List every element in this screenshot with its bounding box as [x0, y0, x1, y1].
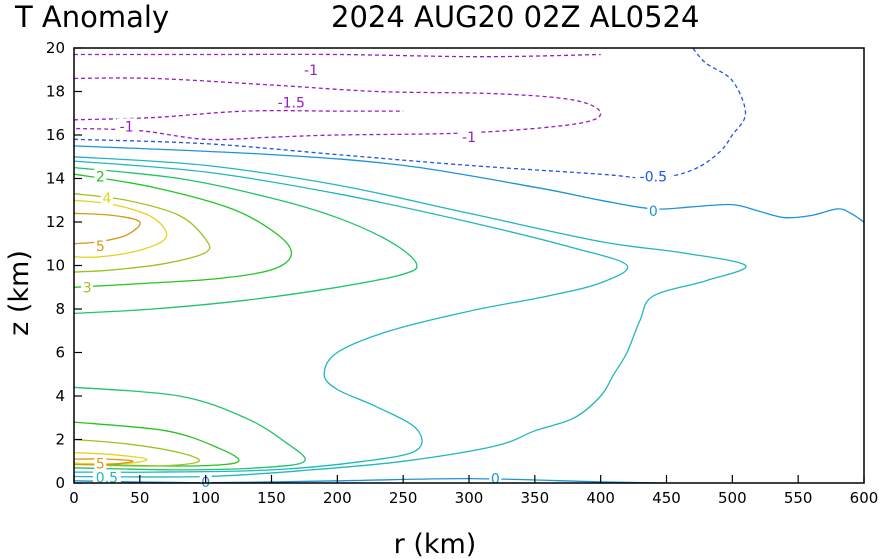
contour-line-4: [73, 199, 168, 258]
contour-label-background: [647, 203, 660, 219]
x-tick-label: 200: [323, 489, 352, 507]
x-tick-label: 250: [389, 489, 418, 507]
x-tick-label: 100: [191, 489, 220, 507]
contour-label-background: [94, 237, 107, 253]
contour-line-1: [73, 166, 418, 315]
x-tick-label: 50: [130, 489, 149, 507]
y-tick-label: 20: [46, 39, 65, 57]
contour-label-background: [459, 129, 479, 145]
contour-line-0.5: [73, 156, 747, 478]
x-tick-label: 350: [521, 489, 550, 507]
contour-line-0: [73, 145, 865, 223]
contour-label-background: [94, 168, 107, 184]
contour-label: 5: [96, 239, 105, 255]
x-tick-label: 550: [784, 489, 813, 507]
x-tick-label: 300: [455, 489, 484, 507]
x-axis-title: r (km): [394, 529, 477, 559]
title-left: T Anomaly: [14, 0, 169, 34]
y-tick-label: 8: [55, 300, 65, 318]
contour-label-background: [273, 94, 310, 110]
contour-label-background: [301, 61, 321, 77]
y-tick-label: 6: [55, 344, 65, 362]
y-tick-label: 16: [46, 126, 65, 144]
contour-label: 0: [491, 472, 500, 488]
x-tick-label: 600: [850, 489, 879, 507]
contour-label-background: [100, 190, 113, 206]
y-tick-label: 0: [55, 474, 65, 492]
contour-label: -1: [120, 119, 134, 135]
contour-label: -0.5: [640, 169, 667, 185]
x-tick-label: 400: [586, 489, 615, 507]
contour-line-4: [73, 451, 148, 465]
y-tick-label: 10: [46, 257, 65, 275]
contour-label: 3: [83, 280, 92, 296]
contour-line--1: [73, 77, 602, 141]
y-tick-label: 18: [46, 83, 65, 101]
contour-line-1: [73, 386, 306, 471]
contour-label-background: [116, 118, 137, 134]
contour-line-3: [73, 193, 211, 273]
y-tick-label: 12: [46, 213, 65, 231]
contour-line--1.5: [73, 109, 404, 121]
title-right: 2024 AUG20 02Z AL0524: [331, 0, 699, 34]
contour-label: -1: [304, 63, 318, 79]
contour-line-5: [73, 212, 141, 245]
y-tick-label: 4: [55, 387, 65, 405]
contour-line--0.5: [73, 47, 747, 180]
contour-label: 4: [102, 191, 111, 207]
x-tick-label: 500: [718, 489, 747, 507]
contour-label: 0: [649, 204, 658, 220]
contour-label-background: [635, 168, 672, 184]
x-tick-label: 450: [652, 489, 681, 507]
contour-lines: [73, 47, 865, 484]
y-axis-title: z (km): [4, 250, 35, 336]
x-tick-label: 150: [257, 489, 286, 507]
y-tick-label: 2: [55, 431, 65, 449]
contour-label: 2: [96, 169, 105, 185]
y-tick-label: 14: [46, 170, 65, 188]
contour-label: -1.5: [278, 95, 305, 111]
contour-label: 0.5: [96, 471, 118, 487]
contour-label: -1: [462, 130, 476, 146]
contour-line--1: [74, 53, 601, 58]
x-axis: 0 50 100 150 200 250 300 350 400 450 500 550 600: [69, 475, 878, 507]
contour-line-0.5: [73, 160, 629, 473]
contour-label: 5: [96, 456, 105, 472]
contour-line-2: [73, 173, 293, 288]
contour-line-3: [73, 438, 201, 467]
contour-label-background: [92, 469, 121, 485]
contour-label-background: [94, 455, 107, 471]
contour-label-background: [81, 279, 94, 295]
x-tick-label: 0: [69, 489, 79, 507]
contour-label-background: [489, 470, 502, 486]
y-axis: 0 2 4 6 8 10 12 14 16 18 20: [46, 39, 82, 492]
